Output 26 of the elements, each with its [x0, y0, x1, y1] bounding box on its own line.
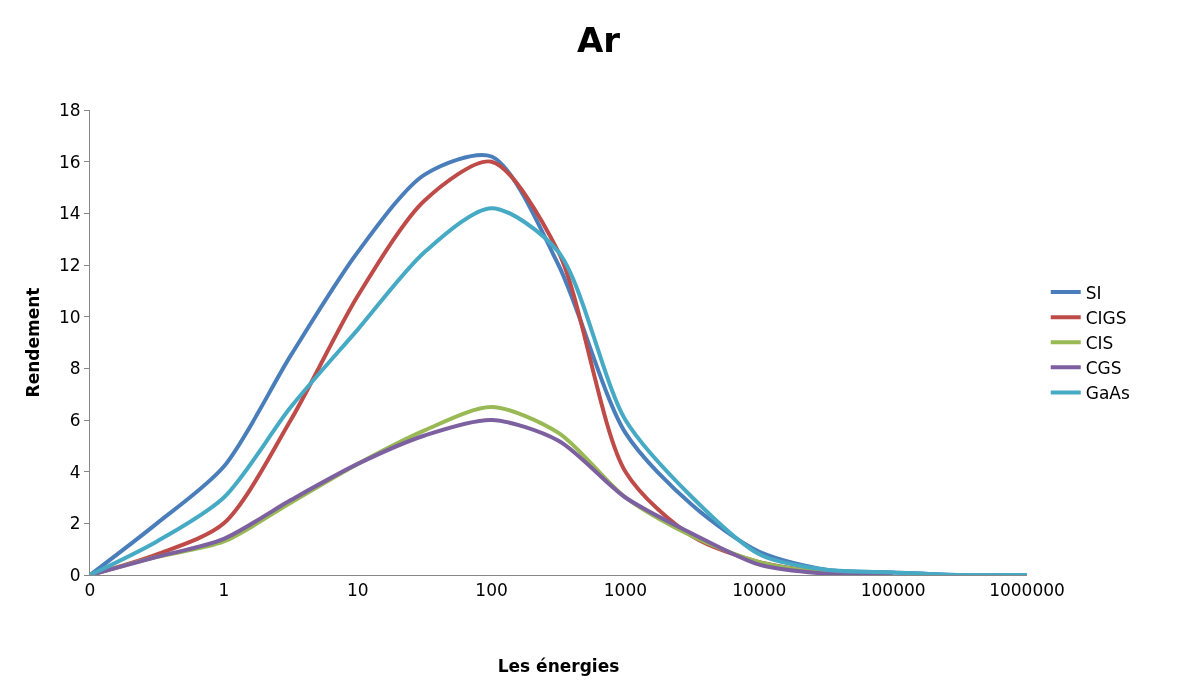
- y-tick-label: 16: [58, 151, 81, 172]
- legend-label: GaAs: [1085, 383, 1130, 404]
- x-tick-label: 10000: [732, 580, 787, 601]
- x-tick-label: 100000: [860, 580, 926, 601]
- y-tick-label: 12: [58, 254, 81, 275]
- y-tick-label: 4: [69, 461, 81, 482]
- y-tick-label: 18: [58, 99, 81, 120]
- x-tick-label: 1000: [603, 580, 648, 601]
- legend-label: SI: [1085, 282, 1102, 303]
- y-tick-label: 8: [69, 358, 81, 379]
- legend-label: CGS: [1085, 357, 1122, 378]
- y-tick-label: 6: [69, 409, 81, 430]
- x-tick-label: 1: [218, 580, 230, 601]
- y-tick-label: 0: [69, 564, 81, 585]
- x-tick-label: 1000000: [989, 580, 1065, 601]
- legend-label: CIGS: [1085, 307, 1127, 328]
- y-tick-label: 10: [58, 306, 81, 327]
- y-axis-title: Rendement: [22, 287, 43, 398]
- x-tick-label: 0: [84, 580, 96, 601]
- y-tick-label: 2: [69, 513, 81, 534]
- y-tick-label: 14: [58, 203, 81, 224]
- chart-title: Ar: [576, 19, 621, 60]
- x-axis-title: Les énergies: [497, 655, 620, 676]
- legend-label: CIS: [1085, 332, 1114, 353]
- x-tick-label: 10: [346, 580, 369, 601]
- x-tick-label: 100: [475, 580, 508, 601]
